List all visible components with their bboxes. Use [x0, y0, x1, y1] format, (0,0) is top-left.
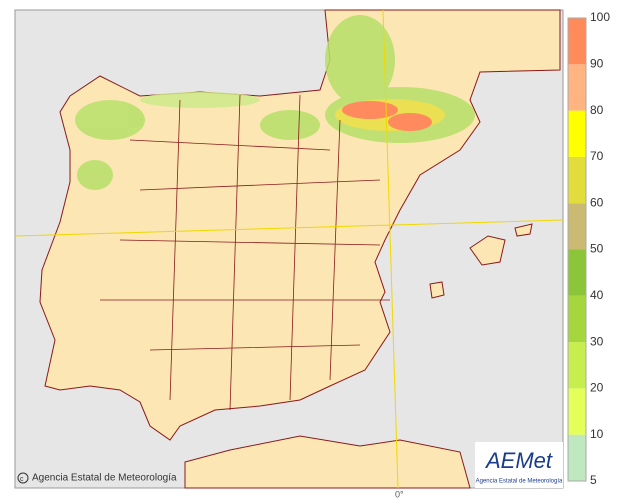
legend-band [568, 156, 586, 204]
legend-tick-label: 60 [590, 195, 604, 209]
provinces [100, 94, 390, 411]
legend-band [568, 249, 586, 296]
legend: 5 10 20 30 40 50 60 70 80 90 100 [567, 10, 610, 487]
ibiza [429, 281, 445, 299]
legend-band [568, 388, 586, 435]
legend-tick-label: 80 [590, 103, 604, 117]
legend-tick-label: 40 [590, 288, 604, 302]
legend-band [568, 110, 586, 157]
legend-tick-label: 50 [590, 242, 604, 256]
mallorca [469, 235, 506, 266]
menorca [514, 223, 533, 237]
legend-frame [567, 17, 587, 482]
precipitation [75, 15, 475, 190]
legend-band [568, 64, 586, 111]
legend-band [568, 203, 586, 250]
legend-tick-label: 90 [590, 56, 604, 70]
legend-band [568, 342, 586, 389]
legend-tick-label: 30 [590, 334, 604, 348]
logo-subtitle: Agencia Estatal de Meteorología [476, 479, 563, 485]
copyright: c [17, 472, 29, 484]
legend-band [568, 434, 586, 481]
logo-box [475, 442, 563, 488]
credit: Agencia Estatal de Meteorología [32, 473, 177, 484]
svg-text:c: c [20, 476, 24, 483]
legend-tick-label: 10 [590, 427, 604, 441]
africa [184, 435, 471, 489]
graticule [14, 9, 564, 489]
logo: AEMet [484, 448, 553, 473]
legend-band [568, 18, 586, 65]
legend-band [568, 295, 586, 343]
legend-tick-label: 100 [590, 10, 610, 24]
meridian-label: 0° [395, 489, 404, 499]
legend-tick-label: 5 [590, 473, 597, 487]
legend-tick-label: 70 [590, 149, 604, 163]
legend-tick-label: 20 [590, 381, 604, 395]
